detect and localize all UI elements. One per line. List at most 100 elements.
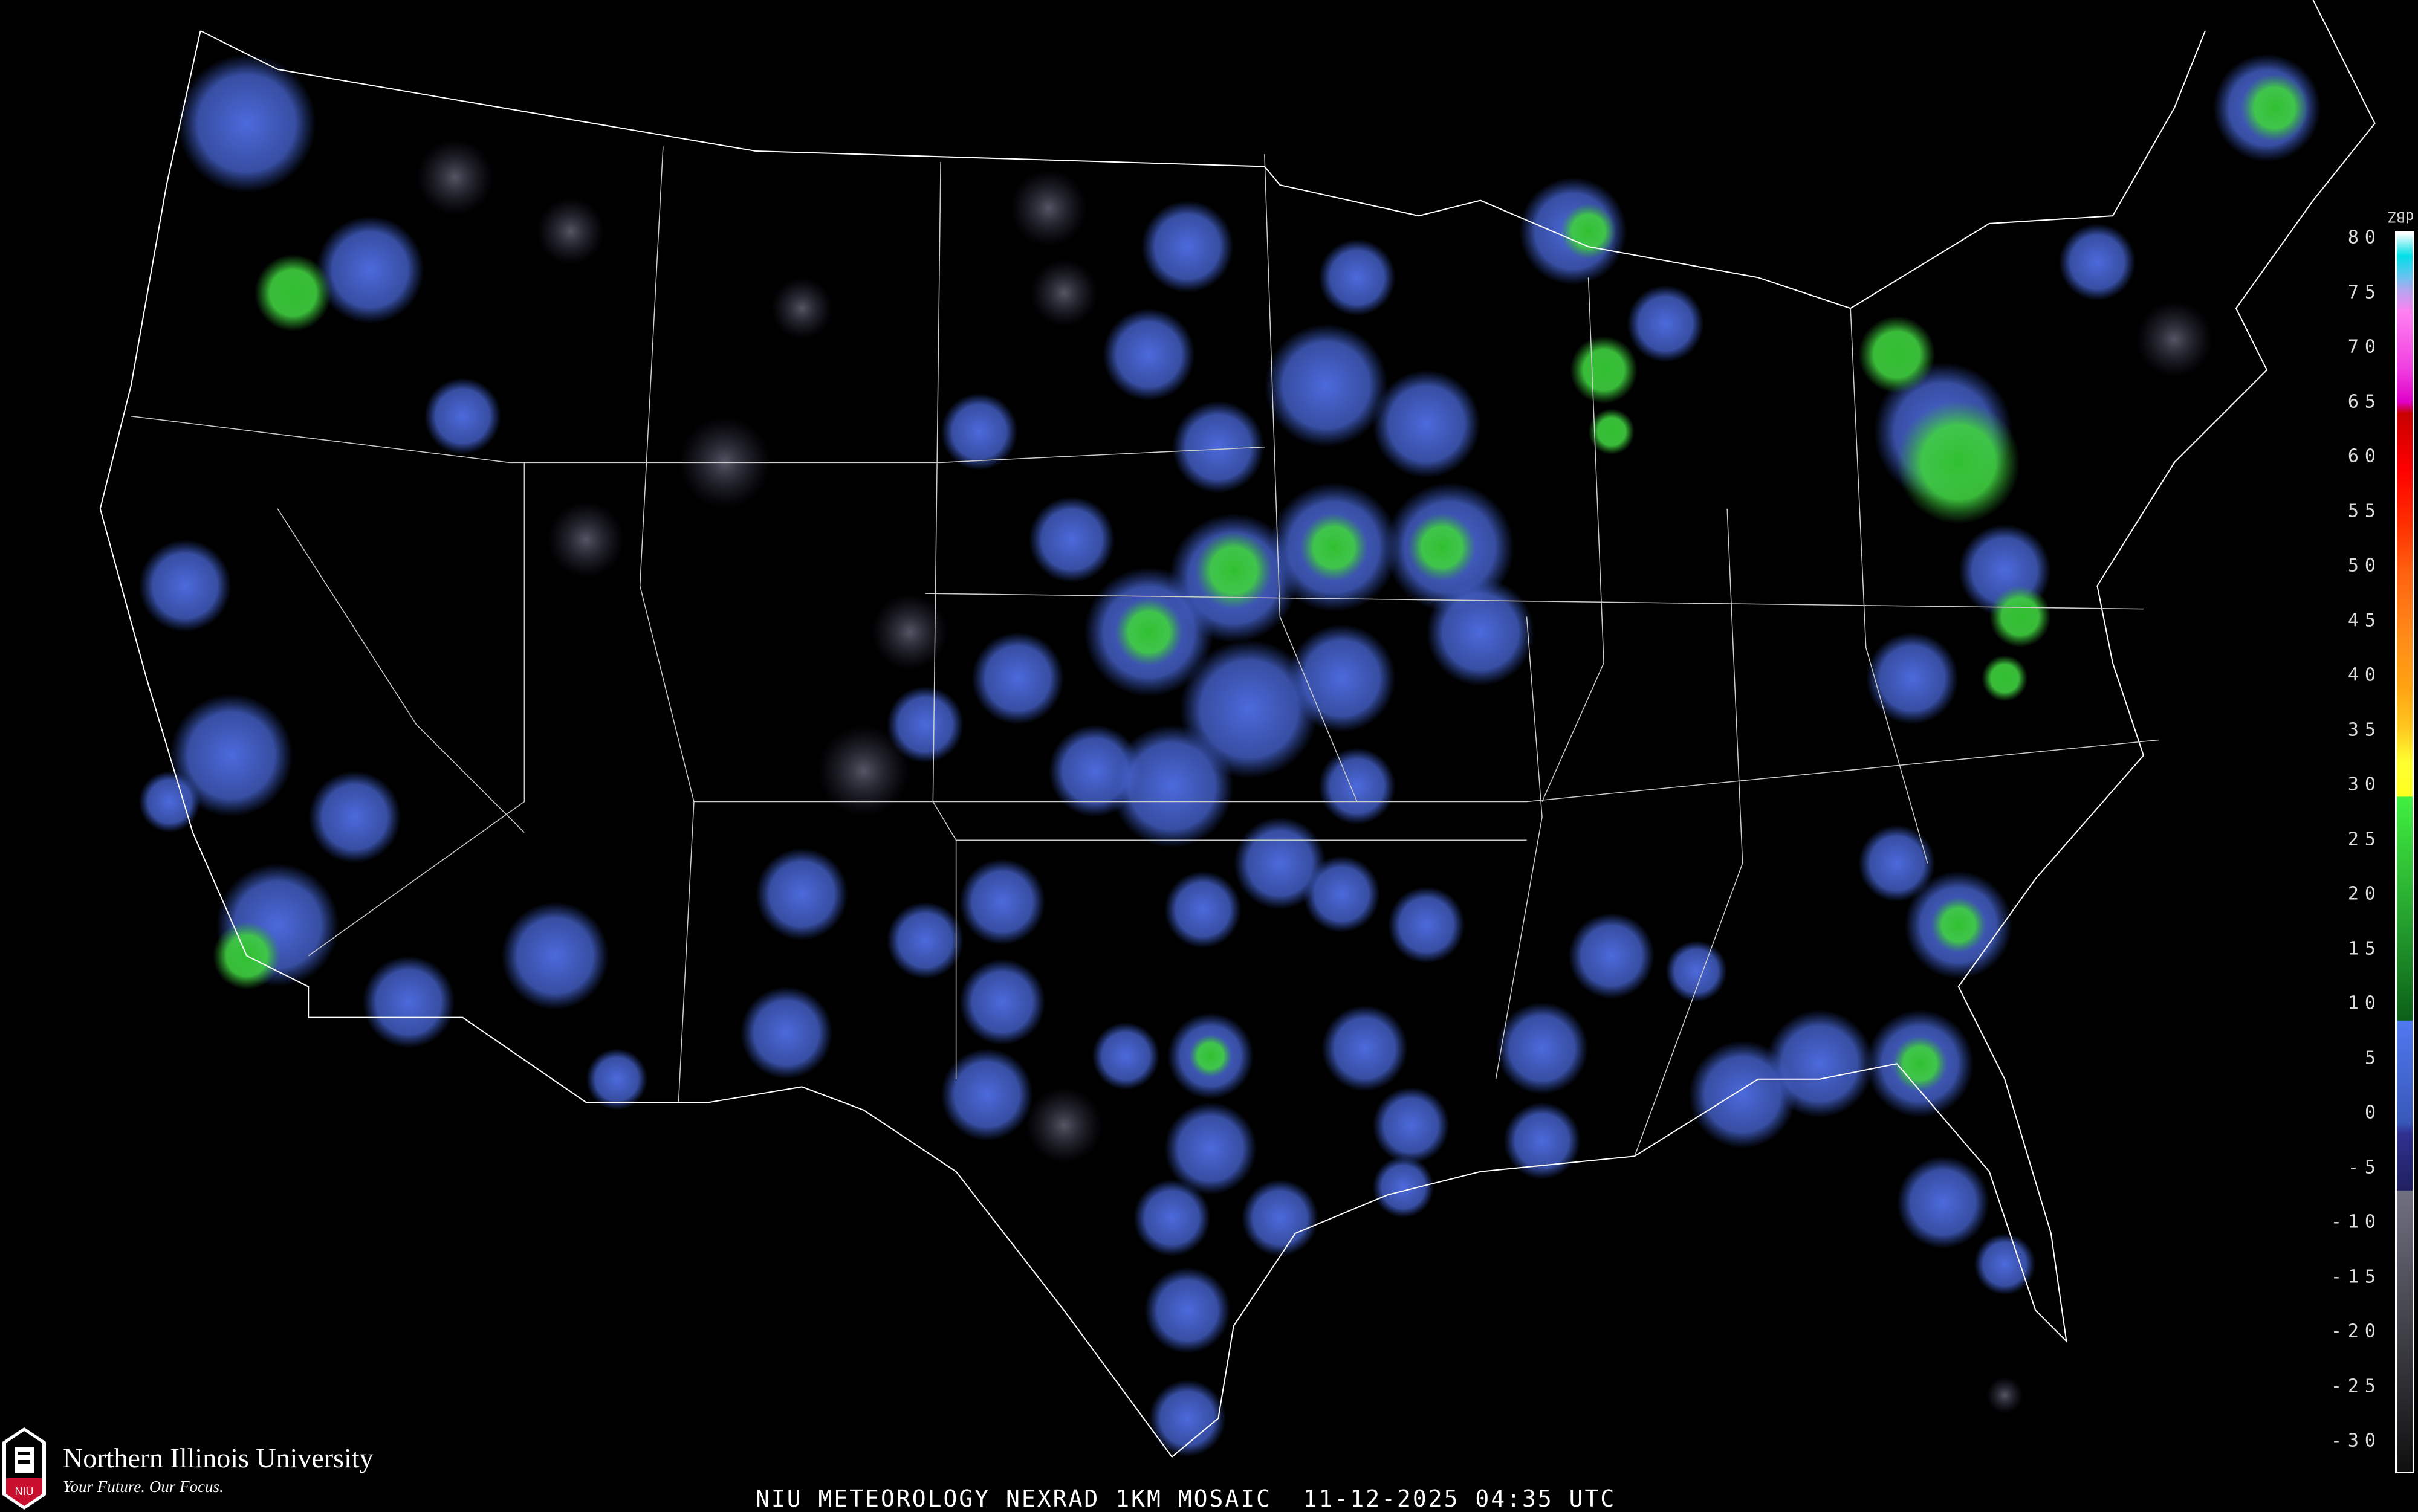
radar-echo <box>547 501 625 578</box>
radar-echo <box>1858 315 1936 393</box>
colorbar-tick-label: -10 <box>2330 1211 2382 1233</box>
niu-crest-icon: NIU <box>2 1427 46 1510</box>
radar-echo <box>771 277 833 340</box>
radar-echo <box>1896 1156 1989 1249</box>
radar-echo <box>1892 1036 1948 1092</box>
radar-echo <box>1025 1087 1103 1165</box>
radar-echo <box>1496 1002 1589 1095</box>
radar-echo <box>817 724 910 818</box>
radar-echo <box>756 848 849 941</box>
radar-echo <box>424 378 502 455</box>
conus-outline <box>99 0 2376 1458</box>
radar-echo <box>308 771 401 864</box>
colorbar-tick-label: 75 <box>2347 282 2382 303</box>
legend-units: dBZ <box>2388 208 2414 225</box>
radar-echo <box>1560 203 1616 259</box>
radar-echo <box>1164 871 1242 948</box>
radar-echo <box>536 197 604 265</box>
radar-echo <box>1627 285 1704 363</box>
radar-echo <box>1188 1034 1233 1078</box>
radar-echo <box>959 858 1046 945</box>
colorbar-tick-label: 10 <box>2347 992 2382 1014</box>
colorbar-tick-label: 15 <box>2347 938 2382 959</box>
radar-echo <box>1102 308 1196 401</box>
radar-echo <box>254 254 332 332</box>
colorbar-tick-label: 65 <box>2347 391 2382 412</box>
radar-echo <box>1372 1087 1450 1165</box>
radar-echo <box>416 138 494 216</box>
radar-echo <box>2240 74 2309 142</box>
radar-echo <box>1288 624 1396 732</box>
radar-echo <box>1321 1005 1408 1092</box>
colorbar-tick-label: 0 <box>2364 1102 2382 1123</box>
radar-echo <box>1930 897 1986 953</box>
radar-echo <box>1989 586 2051 648</box>
radar-echo <box>1028 496 1115 583</box>
colorbar-tick-label: 50 <box>2347 555 2382 577</box>
radar-echo <box>941 393 1018 471</box>
radar-echo <box>362 955 455 1048</box>
radar-echo <box>316 216 424 324</box>
radar-echo <box>1372 370 1480 478</box>
radar-echo <box>871 593 948 671</box>
colorbar-tick-label: -5 <box>2347 1157 2382 1178</box>
radar-echo <box>501 902 609 1010</box>
radar-echo <box>1568 913 1655 1000</box>
niu-logo: NIU Northern Illinois University Your Fu… <box>2 1427 374 1510</box>
radar-echo <box>1408 513 1476 581</box>
radar-echo <box>1986 1377 2023 1414</box>
colorbar-tick-label: 20 <box>2347 883 2382 905</box>
radar-echo <box>971 632 1065 725</box>
colorbar-tick-label: -15 <box>2330 1266 2382 1287</box>
colorbar-tick-label: 35 <box>2347 719 2382 740</box>
radar-echo <box>740 986 833 1079</box>
radar-echo <box>138 771 201 833</box>
radar-echo <box>1164 1102 1257 1195</box>
radar-echo <box>1982 655 2028 702</box>
state-boundaries <box>131 146 2159 1157</box>
radar-echo <box>1569 336 1638 404</box>
radar-echo <box>1387 886 1465 964</box>
colorbar-tick-label: 80 <box>2347 227 2382 248</box>
radar-echo <box>1110 724 1234 848</box>
radar-echo <box>1300 513 1368 581</box>
radar-echo <box>1264 323 1388 447</box>
colorbar-tick-label: -30 <box>2330 1430 2382 1452</box>
radar-echo <box>1503 1102 1581 1180</box>
radar-echo <box>1865 632 1959 725</box>
radar-echo <box>1172 401 1265 494</box>
radar-echo <box>1149 1380 1227 1457</box>
radar-echo <box>886 902 964 979</box>
radar-echo <box>1141 200 1234 293</box>
radar-echo <box>177 54 316 193</box>
colorbar-tick-label: -20 <box>2330 1320 2382 1342</box>
logo-university-name: Northern Illinois University <box>63 1442 374 1473</box>
radar-echo <box>2058 223 2136 301</box>
reflectivity-colorbar <box>2395 231 2414 1473</box>
colorbar-tick-label: 60 <box>2347 445 2382 467</box>
radar-echo <box>1144 1267 1231 1354</box>
radar-echoes <box>138 54 2321 1457</box>
colorbar-tick-label: 70 <box>2347 336 2382 358</box>
radar-echo <box>1858 824 1936 902</box>
radar-echo <box>1195 532 1272 609</box>
radar-echo <box>1372 1156 1434 1218</box>
radar-echo <box>1303 855 1381 933</box>
radar-echo <box>1133 1179 1211 1257</box>
colorbar-tick-label: 30 <box>2347 774 2382 795</box>
radar-echo <box>1426 578 1535 687</box>
radar-echo <box>941 1048 1034 1141</box>
radar-echo <box>586 1048 648 1110</box>
logo-tagline: Your Future. Our Focus. <box>63 1477 224 1496</box>
radar-echo <box>959 958 1046 1045</box>
radar-echo <box>1030 259 1098 327</box>
colorbar-tick-label: 55 <box>2347 500 2382 522</box>
map-title-timestamp: NIU METEOROLOGY NEXRAD 1KM MOSAIC 11-12-… <box>756 1485 1616 1512</box>
colorbar-tick-label: 45 <box>2347 610 2382 631</box>
radar-echo <box>1318 748 1396 825</box>
radar-echo <box>1115 598 1183 667</box>
colorbar-tick-label: -25 <box>2330 1375 2382 1397</box>
radar-echo <box>1765 1009 1874 1118</box>
colorbar-tick-label: 25 <box>2347 829 2382 850</box>
